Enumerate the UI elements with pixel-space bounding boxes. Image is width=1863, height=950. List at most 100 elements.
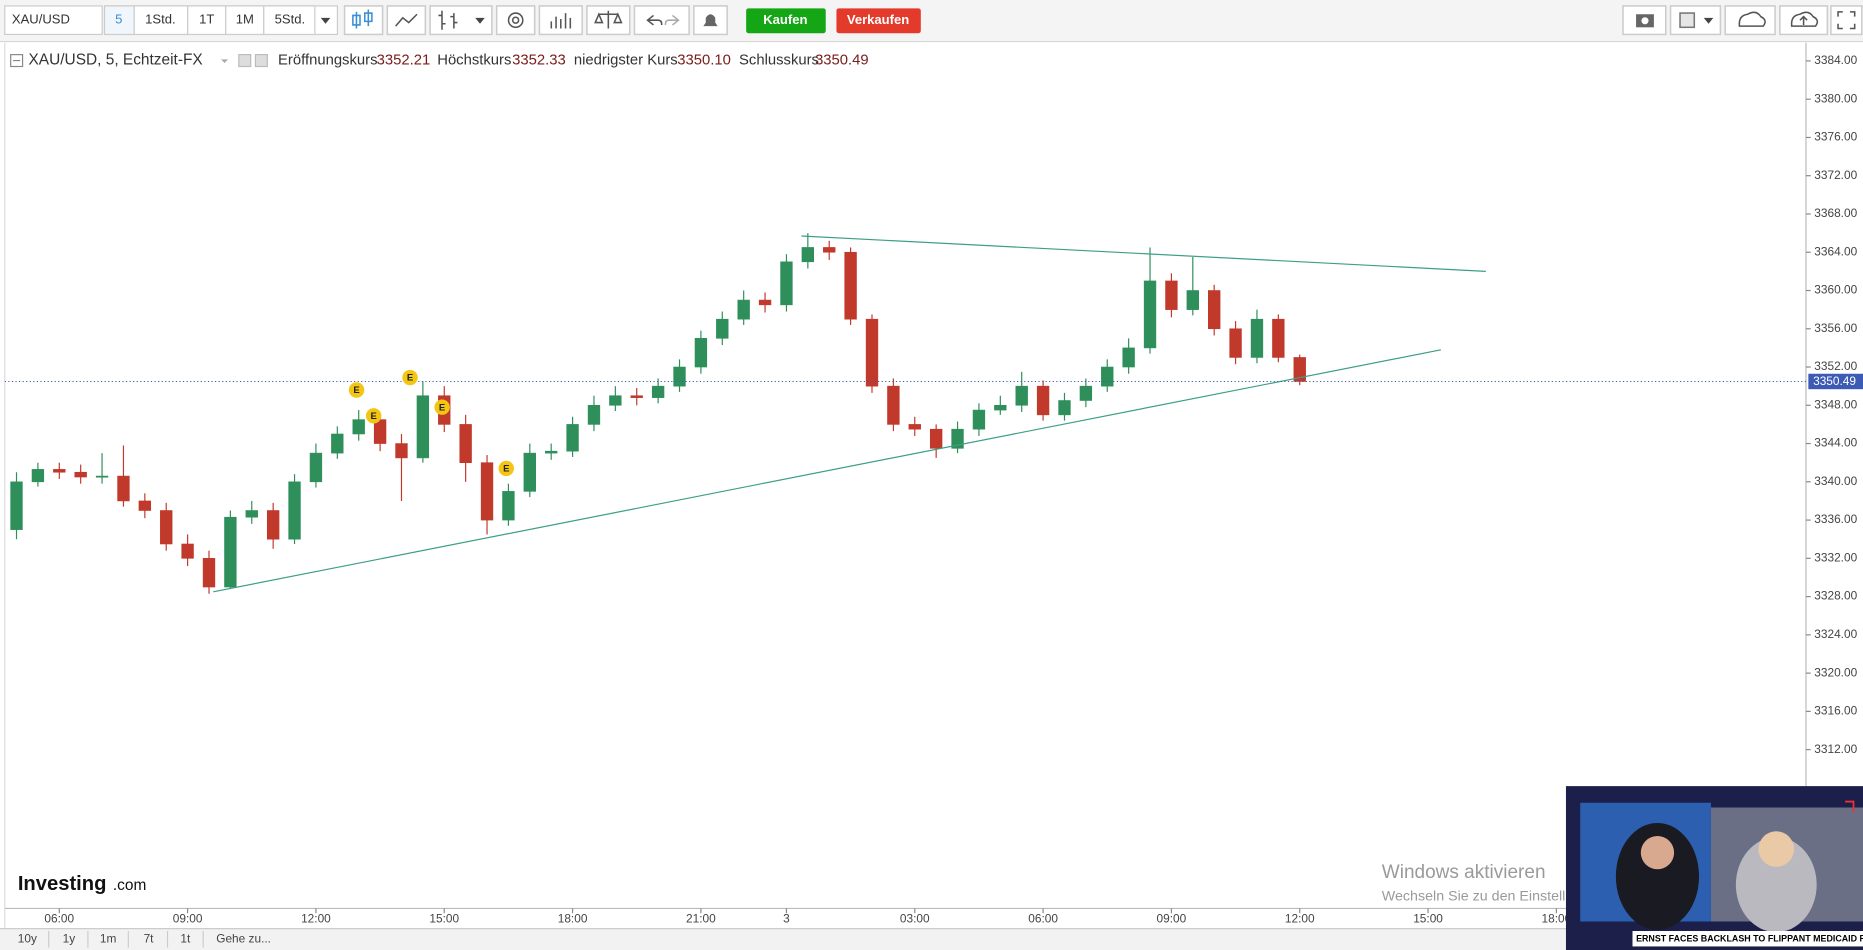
- candle-body: [1272, 318, 1285, 358]
- title-caret[interactable]: [220, 59, 229, 63]
- x-tick-label: 06:00: [44, 911, 74, 925]
- video-person: [1735, 837, 1817, 933]
- y-tick-label: 3376.00: [1814, 130, 1857, 144]
- event-marker[interactable]: [365, 408, 382, 424]
- bar-type-button[interactable]: [429, 5, 493, 36]
- event-marker[interactable]: [434, 399, 450, 415]
- interval-button[interactable]: [103, 5, 135, 36]
- candle-body: [844, 251, 857, 320]
- fullscreen-button[interactable]: [1830, 5, 1863, 36]
- candle-body: [395, 443, 408, 459]
- range-label[interactable]: 1m: [100, 931, 117, 945]
- video-caption-bar: [1632, 931, 1863, 947]
- event-marker[interactable]: [498, 460, 515, 477]
- candle-body: [929, 428, 943, 449]
- legend-icon[interactable]: [238, 54, 252, 68]
- candle-body: [1229, 328, 1242, 358]
- undo-icon[interactable]: [646, 14, 663, 26]
- interval-button[interactable]: [133, 5, 189, 36]
- interval-button[interactable]: [225, 5, 265, 36]
- plot-area: [4, 42, 1806, 909]
- y-tick-label: 3344.00: [1814, 436, 1857, 450]
- goto-label[interactable]: Gehe zu...: [216, 931, 271, 945]
- windows-watermark-title: Windows aktivieren: [1382, 862, 1546, 883]
- range-separators: [48, 931, 204, 948]
- header-label: Schlusskurs: [739, 52, 819, 68]
- candle-type-button[interactable]: [343, 5, 384, 36]
- candle-body: [10, 481, 23, 530]
- candle-body: [1250, 318, 1264, 358]
- y-tick-label: 3328.00: [1814, 589, 1857, 603]
- x-tick-label: 09:00: [1157, 911, 1187, 925]
- header-label: Eröffnungskurs: [278, 52, 377, 68]
- candle-body: [53, 469, 66, 473]
- dropdown-caret[interactable]: [320, 17, 331, 24]
- candle-body: [951, 428, 964, 449]
- load-button[interactable]: [1724, 5, 1776, 36]
- candle-body: [972, 409, 986, 430]
- trend-line: [213, 349, 1442, 593]
- interval-label: 1Std.: [145, 12, 175, 27]
- x-tick-label: 21:00: [686, 911, 716, 925]
- candle-body: [780, 261, 793, 306]
- candle-body: [352, 419, 365, 435]
- candle-body: [1079, 385, 1093, 401]
- event-marker[interactable]: [402, 369, 418, 386]
- line-type-button[interactable]: [386, 5, 427, 36]
- candle-body: [74, 471, 87, 478]
- y-tick-label: 3316.00: [1814, 704, 1857, 718]
- candle-body: [887, 385, 900, 425]
- candle-body: [288, 481, 301, 540]
- candle-body: [609, 395, 622, 406]
- header-value: 3352.33: [512, 52, 566, 68]
- template-icon: [1679, 12, 1696, 29]
- range-label[interactable]: 1y: [63, 931, 76, 945]
- candle-body: [416, 395, 430, 459]
- fullscreen-icon: [1837, 11, 1856, 30]
- line-icon: [395, 13, 418, 27]
- candle-icon: [352, 9, 373, 29]
- video-person: [1615, 822, 1700, 930]
- legend-icon[interactable]: [254, 54, 268, 68]
- candle-body: [694, 338, 708, 368]
- candle-body: [1015, 385, 1028, 406]
- candle-body: [1143, 280, 1157, 349]
- video-close-icon[interactable]: [1845, 800, 1855, 813]
- interval-button[interactable]: [263, 5, 316, 36]
- candle-body: [545, 450, 558, 454]
- event-label: E: [371, 411, 377, 422]
- candle-body: [1165, 280, 1178, 310]
- range-label[interactable]: 1t: [180, 931, 191, 945]
- y-tick-label: 3372.00: [1814, 168, 1857, 182]
- sell-button[interactable]: [836, 8, 921, 34]
- candle-body: [1058, 400, 1071, 416]
- logo: Investing: [18, 873, 107, 895]
- y-tick-label: 3312.00: [1814, 742, 1857, 756]
- dropdown-caret[interactable]: [475, 17, 485, 24]
- video-overlay[interactable]: ERNST FACES BACKLASH TO FLIPPANT MEDICAI…: [1565, 786, 1863, 950]
- x-tick-label: 09:00: [173, 911, 203, 925]
- settings-button[interactable]: [495, 5, 536, 36]
- sell-label: Verkaufen: [847, 12, 909, 27]
- indicator-button[interactable]: [538, 5, 583, 36]
- x-tick-label: 03:00: [900, 911, 930, 925]
- interval-label: 5: [115, 12, 122, 27]
- y-tick-label: 3356.00: [1814, 321, 1857, 335]
- last-price-label: 3350.49: [1813, 374, 1856, 388]
- candle-body: [673, 366, 686, 387]
- range-label[interactable]: 7t: [144, 931, 155, 945]
- candle-body: [459, 424, 472, 463]
- candle-body: [587, 404, 601, 425]
- template-button[interactable]: [1669, 5, 1722, 36]
- header-value: 3350.49: [815, 52, 869, 68]
- candle-body: [630, 395, 643, 398]
- header-value: 3352.21: [377, 52, 431, 68]
- range-label[interactable]: 10y: [18, 931, 37, 945]
- last-price-box: [1808, 373, 1863, 390]
- collapse-toggle[interactable]: [10, 54, 24, 68]
- symbol-input[interactable]: [4, 5, 103, 36]
- redo-icon[interactable]: [664, 14, 680, 26]
- dropdown-caret[interactable]: [1703, 17, 1714, 24]
- event-marker[interactable]: [348, 382, 365, 398]
- buy-button[interactable]: [746, 8, 826, 34]
